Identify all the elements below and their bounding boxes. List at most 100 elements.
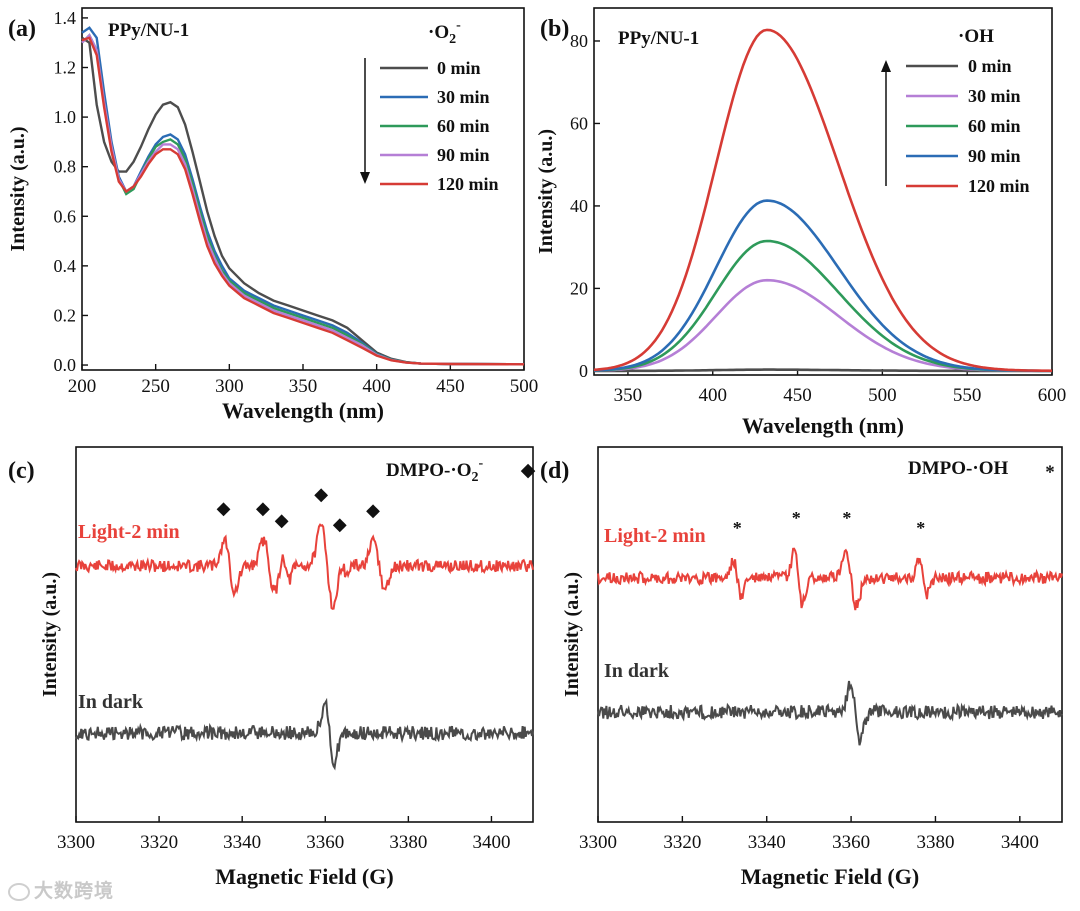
panel-a-xlabel: Wavelength (nm)	[222, 398, 384, 423]
panel-a-legend-label: 90 min	[437, 145, 490, 165]
panel-a-species: ·O2-	[428, 18, 461, 47]
panel-b-title: PPy/NU-1	[618, 28, 699, 49]
panel-c-xtick-label: 3300	[57, 832, 95, 853]
panel-a-xtick-label: 450	[436, 376, 465, 397]
panel-d-xtick-label: 3300	[579, 832, 617, 853]
panel-a-xtick-label: 350	[289, 376, 318, 397]
panel-a-series-line	[81, 26, 525, 366]
panel-d-title: DMPO-·OH	[908, 458, 1008, 479]
panel-d-title-marker: *	[1045, 462, 1055, 483]
panel-a-ytick-label: 1.0	[54, 107, 77, 127]
panel-a-ytick-label: 0.0	[54, 355, 77, 375]
panel-c-peak-marker: ◆	[333, 514, 347, 534]
panel-a-xtick-label: 200	[68, 376, 97, 397]
panel-a-label: (a)	[8, 16, 36, 42]
panel-d-xtick-label: 3340	[748, 832, 786, 853]
panel-a-xtick-label: 250	[141, 376, 170, 397]
panel-a-xtick-label: 500	[510, 376, 539, 397]
panel-b-ytick-label: 40	[570, 196, 588, 216]
panel-a-title: PPy/NU-1	[108, 20, 189, 41]
panel-c-title-marker: ◆	[521, 460, 536, 481]
panel-b-series-line	[593, 278, 1052, 373]
panel-b-xtick-label: 400	[698, 385, 727, 406]
panel-a-ylabel: Intensity (a.u.)	[7, 126, 29, 251]
panel-b-ytick-label: 20	[570, 278, 588, 298]
panel-c-peak-marker: ◆	[314, 484, 328, 504]
panel-b-ytick-label: 0	[579, 361, 588, 381]
panel-c-title: DMPO-·O2-	[386, 456, 483, 485]
panel-c-light-label: Light-2 min	[78, 521, 180, 543]
panel-b-xlabel: Wavelength (nm)	[742, 413, 904, 438]
panel-a-legend-label: 0 min	[437, 58, 481, 78]
panel-a-ytick-label: 1.2	[54, 58, 77, 78]
panel-a-legend-label: 30 min	[437, 87, 490, 107]
panel-b-ylabel: Intensity (a.u.)	[535, 129, 557, 254]
panel-c-peak-marker: ◆	[275, 510, 289, 530]
panel-b-ytick-label: 80	[570, 31, 588, 51]
panel-c-peak-marker: ◆	[217, 498, 231, 518]
panel-d-light-label: Light-2 min	[604, 525, 706, 547]
panel-a-ytick-label: 0.8	[54, 157, 77, 177]
panel-b-trend-arrow-head	[881, 60, 891, 72]
panel-a-series-line	[81, 36, 525, 366]
panel-b-series-line	[593, 199, 1052, 373]
panel-b-xtick-label: 350	[614, 385, 643, 406]
panel-b-xtick-label: 550	[953, 385, 982, 406]
panel-c-dark-trace	[75, 697, 534, 771]
panel-d-xtick-label: 3400	[1001, 832, 1039, 853]
panel-a-xtick-label: 400	[362, 376, 391, 397]
panel-a-ytick-label: 0.6	[54, 206, 77, 226]
panel-c-light-trace	[75, 523, 534, 610]
panel-c-xtick-label: 3400	[472, 832, 510, 853]
panel-b-legend-label: 30 min	[968, 86, 1021, 106]
panel-a-series-line	[81, 36, 525, 366]
panel-c-label: (c)	[8, 458, 35, 484]
panel-c-axes	[75, 446, 534, 823]
panel-a-xtick-label: 300	[215, 376, 244, 397]
panel-d-light-trace	[597, 547, 1063, 611]
panel-d-peak-marker: *	[842, 508, 851, 528]
panel-d-peak-marker: *	[733, 518, 742, 538]
panel-d-ylabel: Intensity (a.u.)	[561, 572, 583, 697]
panel-c-dark-label: In dark	[78, 691, 144, 713]
panel-c-peak-marker: ◆	[366, 500, 380, 520]
panel-a-trend-arrow-head	[360, 172, 370, 184]
panel-b-xtick-label: 600	[1038, 385, 1067, 406]
panel-d-peak-marker: *	[792, 508, 801, 528]
panel-c-xtick-label: 3380	[389, 832, 427, 853]
watermark: 大数跨境	[8, 876, 114, 903]
panel-d-peak-marker: *	[916, 518, 925, 538]
panel-c-xlabel: Magnetic Field (G)	[215, 864, 393, 889]
panel-b-legend-label: 0 min	[968, 56, 1012, 76]
panel-a-ytick-label: 0.4	[54, 256, 77, 276]
panel-b-ytick-label: 60	[570, 113, 588, 133]
panel-b-legend-label: 120 min	[968, 176, 1030, 196]
panel-d-xtick-label: 3320	[663, 832, 701, 853]
panel-c-xtick-label: 3340	[223, 832, 261, 853]
panel-a-ytick-label: 0.2	[54, 305, 77, 325]
watermark-text: 大数跨境	[34, 880, 115, 902]
panel-d-label: (d)	[540, 458, 569, 484]
panel-b-species: ·OH	[958, 26, 994, 47]
panel-a-legend-label: 60 min	[437, 116, 490, 136]
panel-c-xtick-label: 3360	[306, 832, 344, 853]
panel-b-series-line	[593, 28, 1053, 373]
watermark-logo-icon	[8, 882, 30, 901]
panel-d-xtick-label: 3360	[832, 832, 870, 853]
panel-d-dark-label: In dark	[604, 660, 670, 682]
panel-a-legend-label: 120 min	[437, 174, 499, 194]
panel-d-dark-trace	[597, 680, 1063, 746]
panel-a-ytick-label: 1.4	[54, 8, 77, 28]
panel-c-xtick-label: 3320	[140, 832, 178, 853]
panel-b-axes	[593, 7, 1053, 376]
panel-c-ylabel: Intensity (a.u.)	[39, 572, 61, 697]
panel-d-xtick-label: 3380	[916, 832, 954, 853]
panel-c-peak-marker: ◆	[256, 498, 270, 518]
panel-d-xlabel: Magnetic Field (G)	[741, 864, 919, 889]
panel-b-label: (b)	[540, 16, 569, 42]
panel-d-axes	[597, 446, 1063, 823]
panel-b-legend-label: 60 min	[968, 116, 1021, 136]
panel-b-xtick-label: 450	[783, 385, 812, 406]
panel-b-xtick-label: 500	[868, 385, 897, 406]
